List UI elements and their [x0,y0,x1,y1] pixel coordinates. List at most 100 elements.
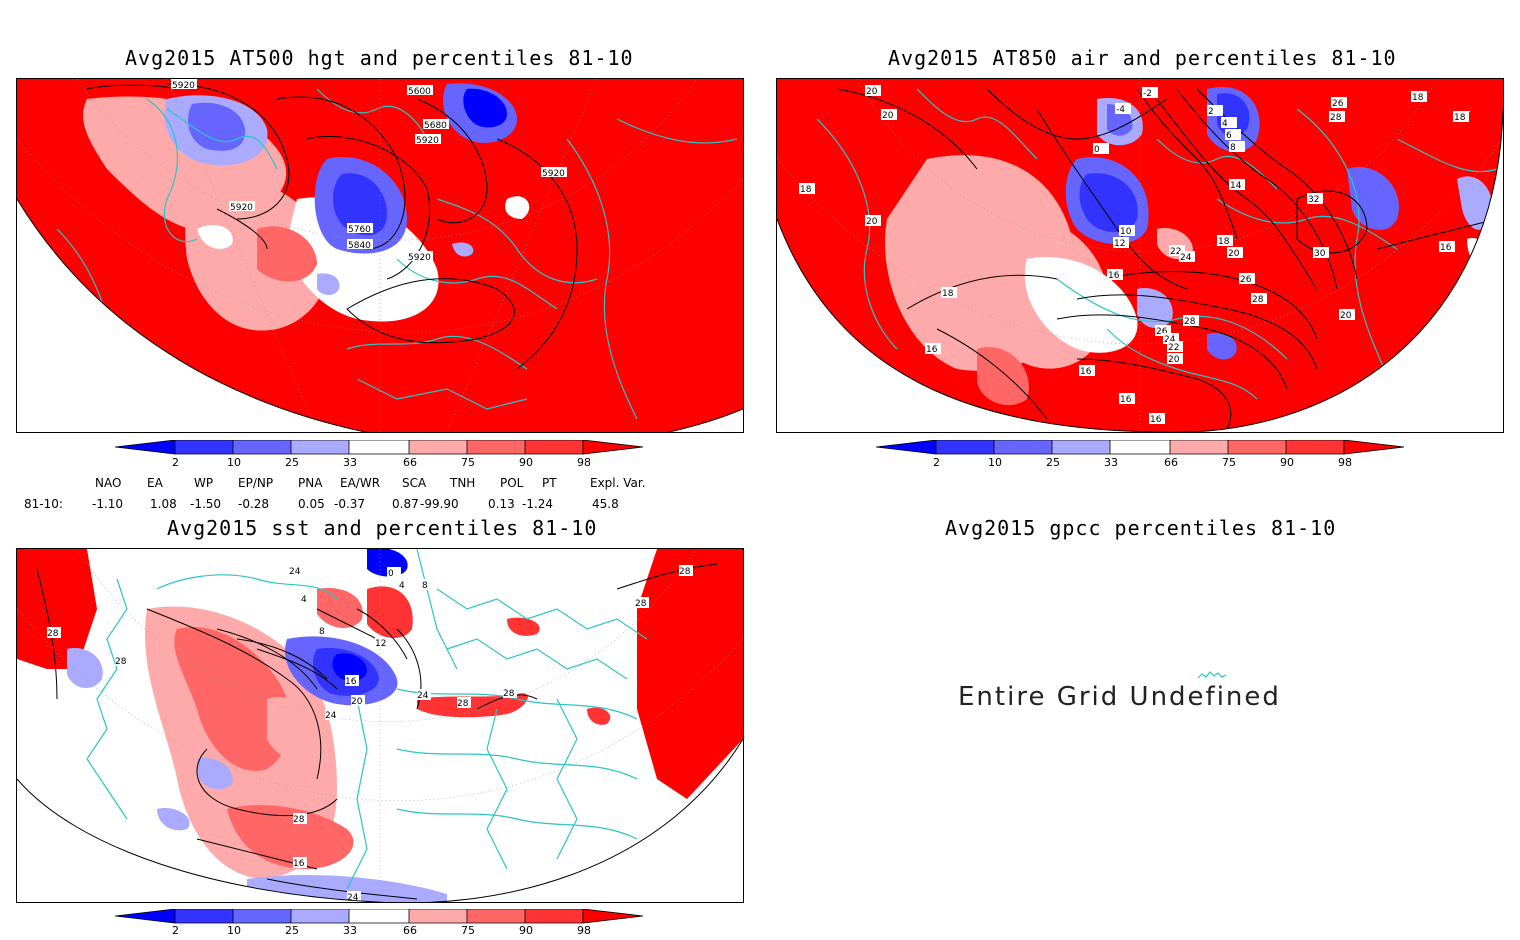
cb-swatch-25-33 [1052,440,1110,454]
indices-header-row: NAO EA WP EP/NP PNA EA/WR SCA TNH POL PT… [0,476,700,492]
air-contour-label: 28 [1184,317,1196,327]
cb-swatch-2-10 [175,440,233,454]
cb-swatch-33-66 [349,440,409,454]
sst-contour-label: 28 [679,567,691,577]
cb-swatch-25-33 [291,909,349,923]
cb-label: 2 [172,456,179,469]
cb-label: 90 [519,456,533,469]
cb-swatch-66-75 [1170,440,1228,454]
index-value: 0.13 [488,497,515,511]
air-contour-label: 24 [1164,335,1176,345]
hgt-contour-label: 5680 [424,121,447,131]
cb-swatch-2-10 [175,909,233,923]
cb-label: 98 [1338,456,1352,469]
air-contour-label: 22 [1170,247,1181,257]
hgt-contour-label: 5920 [408,253,431,263]
air-contour-label: 28 [1330,113,1342,123]
cb-swatch-gt98 [583,440,643,454]
index-value: 0.05 [298,497,325,511]
air-contour-label: 16 [1440,243,1452,253]
index-value: 45.8 [592,497,619,511]
cb-label: 90 [1280,456,1294,469]
sst-contour-label: 20 [351,697,363,707]
sst-contour-label: 28 [635,599,647,609]
index-header: SCA [402,476,427,490]
air-contour-label: 4 [1222,119,1228,129]
index-value: -1.50 [190,497,222,511]
air-contour-label: 18 [1412,93,1424,103]
index-value: -99.90 [420,497,459,511]
sst-contour-label: 8 [422,581,428,591]
cb-label: 75 [461,924,475,937]
air-contour-label: 18 [800,185,812,195]
air-contour-label: 0 [1094,145,1100,155]
index-value: -0.37 [334,497,366,511]
air-contour-label: 22 [1168,343,1179,353]
index-header: PT [542,476,557,490]
gpcc-panel-title: Avg2015 gpcc percentiles 81-10 [945,516,1337,540]
air-contour-label: 12 [1114,239,1125,249]
cb-swatch-75-90 [467,440,525,454]
air-contour-label: 2 [1208,107,1214,117]
index-header: TNH [450,476,476,490]
cb-label: 75 [1222,456,1236,469]
air-contour-label: 10 [1120,227,1132,237]
index-header: POL [500,476,524,490]
hgt-panel-title: Avg2015 AT500 hgt and percentiles 81-10 [125,46,634,70]
cb-label: 98 [577,456,591,469]
index-header: EP/NP [238,476,274,490]
sst-contour-label: 24 [289,567,301,577]
sst-contour-label: 16 [345,677,357,687]
air-contour-label: 20 [866,87,878,97]
sst-contour-label: 28 [503,689,515,699]
hgt-map: 5920 5920 5600 5680 5920 5920 5760 5840 … [16,78,744,433]
sst-contour-label: 28 [47,629,59,639]
air-map: 20 20 18 20 -2 -4 0 2 4 6 8 26 28 18 18 … [776,78,1504,433]
sst-contour-label: 24 [347,893,359,902]
cb-swatch-75-90 [467,909,525,923]
cb-label: 66 [403,924,417,937]
cb-swatch-gt98 [1344,440,1404,454]
cb-label: 25 [285,924,299,937]
sst-contour-label: 16 [293,859,305,869]
air-contour-label: 16 [1108,271,1120,281]
sst-contour-label: 12 [375,639,386,649]
index-header: PNA [298,476,323,490]
gpcc-undefined-message: Entire Grid Undefined [958,682,1281,712]
cb-swatch-lt2 [876,440,936,454]
air-contour-label: 6 [1226,131,1232,141]
air-contour-label: 20 [1168,355,1180,365]
air-contour-label: 28 [1252,295,1264,305]
air-contour-label: -4 [1116,105,1125,115]
air-contour-label: 32 [1308,195,1319,205]
air-colorbar: 2 10 25 33 66 75 90 98 [875,439,1406,472]
air-contour-label: 14 [1230,181,1242,191]
hgt-contour-label: 5600 [408,87,431,97]
cb-label: 33 [1104,456,1118,469]
cb-swatch-25-33 [291,440,349,454]
cb-swatch-66-75 [409,440,467,454]
cb-label: 90 [519,924,533,937]
cb-swatch-90-98 [1286,440,1344,454]
sst-contour-label: 28 [115,657,127,667]
cb-label: 98 [577,924,591,937]
hgt-colorbar: 2 10 25 33 66 75 90 98 [114,439,645,472]
air-contour-label: 18 [1218,237,1230,247]
index-value: -0.28 [238,497,270,511]
cb-label: 33 [343,456,357,469]
sst-panel-title: Avg2015 sst and percentiles 81-10 [167,516,598,540]
cb-swatch-90-98 [525,440,583,454]
cb-swatch-33-66 [349,909,409,923]
cb-label: 2 [933,456,940,469]
air-contour-label: -2 [1143,89,1152,99]
cb-label: 10 [227,456,241,469]
cb-swatch-2-10 [936,440,994,454]
sst-contour-label: 4 [301,595,307,605]
air-contour-label: 20 [1228,249,1240,259]
air-contour-label: 20 [1340,311,1352,321]
air-contour-label: 18 [942,289,954,299]
index-header: Expl. Var. [590,476,646,490]
cb-label: 25 [285,456,299,469]
air-contour-label: 16 [926,345,938,355]
hgt-contour-label: 5920 [542,169,565,179]
